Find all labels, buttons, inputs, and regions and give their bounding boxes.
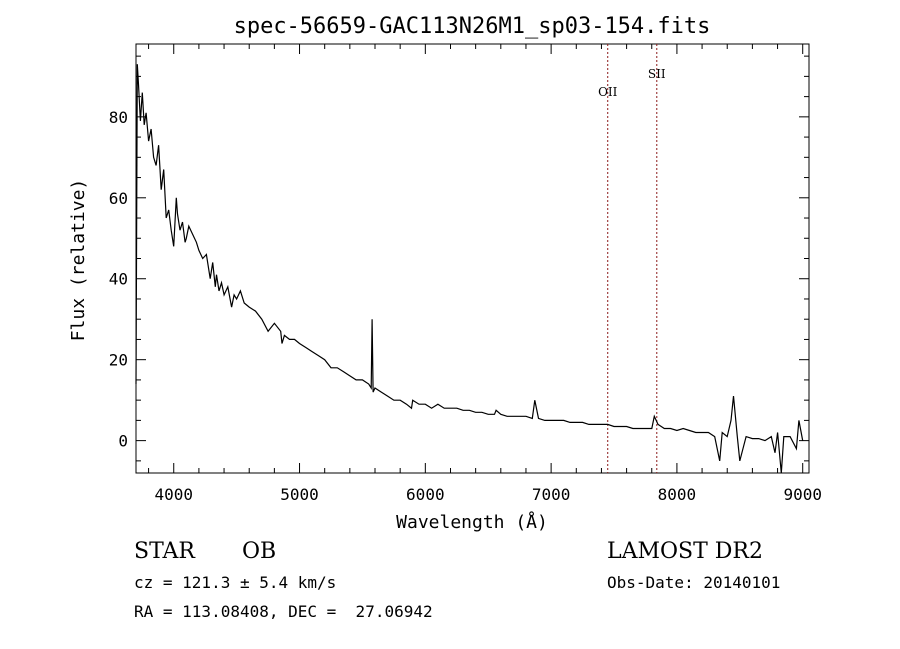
x-tick-label: 8000 (658, 485, 697, 504)
observation-date: Obs-Date: 20140101 (607, 573, 781, 592)
y-tick-label: 60 (109, 189, 128, 208)
y-tick-label: 40 (109, 270, 128, 289)
axis-ticks (136, 44, 809, 473)
x-tick-labels: 4000 5000 6000 7000 8000 9000 (154, 485, 822, 504)
chart-title: spec-56659-GAC113N26M1_sp03-154.fits (234, 14, 711, 39)
object-class: STAR (134, 539, 195, 564)
line-marker-label-sii: SII (648, 67, 666, 81)
plot-frame (135, 43, 810, 474)
survey-name: LAMOST DR2 (607, 539, 763, 564)
y-tick-label: 0 (118, 432, 128, 451)
sky-coordinates: RA = 113.08408, DEC = 27.06942 (134, 602, 433, 621)
y-tick-label: 20 (109, 351, 128, 370)
y-tick-label: 80 (109, 108, 128, 127)
x-tick-label: 5000 (280, 485, 319, 504)
y-tick-labels: 0 20 40 60 80 (109, 108, 128, 451)
x-tick-label: 9000 (783, 485, 822, 504)
x-tick-label: 4000 (154, 485, 193, 504)
emission-line-markers: OII SII (598, 44, 666, 473)
redshift-velocity: cz = 121.3 ± 5.4 km/s (134, 573, 337, 592)
x-tick-label: 6000 (406, 485, 445, 504)
x-axis-label: Wavelength (Å) (396, 511, 548, 533)
line-marker-label-oii: OII (598, 85, 618, 99)
y-axis-label: Flux (relative) (68, 179, 89, 342)
x-tick-label: 7000 (532, 485, 571, 504)
object-subclass: OB (242, 539, 277, 564)
spectrum-series-line (135, 64, 804, 474)
